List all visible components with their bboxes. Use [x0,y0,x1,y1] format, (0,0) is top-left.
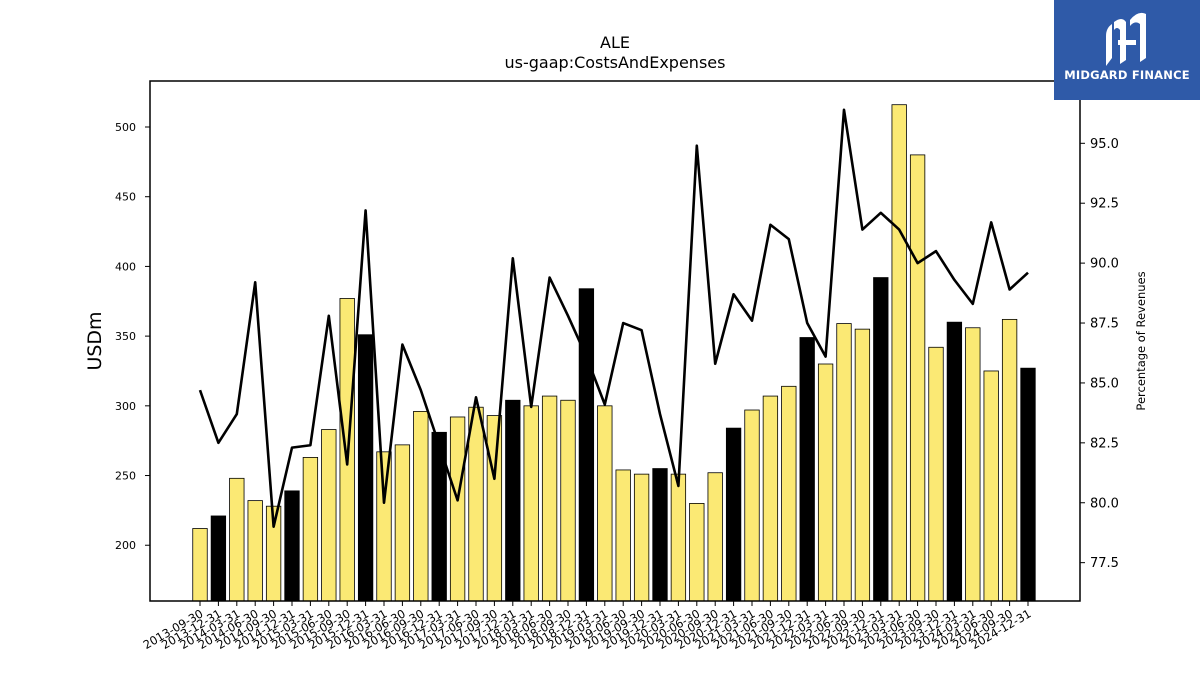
bar-2019-06-30 [615,469,631,602]
logo-text: MIDGARD FINANCE [1064,68,1190,82]
bar-2018-03-31 [523,405,539,602]
bar-2017-03-31 [449,416,466,602]
bar-2019-09-30 [633,473,650,602]
y-tick-label: 450 [115,191,136,204]
bar-2014-12-31 [284,490,300,602]
bar-2015-03-31 [302,457,319,602]
y2-axis-label: Percentage of Revenues [1134,271,1148,410]
bar-2022-03-31 [817,363,834,602]
y-tick-label: 250 [115,470,136,483]
y-axis-secondary: 77.5 80.0 82.5 85.0 87.5 90.0 92.5 95.0 [1080,137,1119,571]
bar-series [192,104,1036,602]
bar-2020-12-31 [725,427,742,602]
bar-2015-12-31 [357,334,374,602]
bar-2022-09-30 [854,328,871,602]
bar-2013-09-30 [192,528,208,602]
bar-2017-12-31 [505,399,521,602]
bar-2022-06-30 [836,323,852,602]
y-axis-label: USDm [84,311,106,370]
y-axis-primary: 200 250 300 350 400 450 500 [115,121,150,552]
percentage-line [198,108,1029,529]
y-tick-label: 350 [115,330,136,343]
percentage-line-series [198,108,1029,529]
bar-2023-09-30 [928,346,944,602]
chart-title: ALE [600,33,630,52]
bar-2016-03-31 [376,451,392,602]
y2-tick-label: 90.0 [1090,257,1119,272]
y2-tick-label: 85.0 [1090,376,1119,391]
bar-2020-03-31 [670,473,687,602]
midgard-logo-icon [1106,12,1146,66]
y2-tick-label: 92.5 [1090,197,1119,212]
bar-2023-03-31 [891,104,907,602]
y-tick-label: 400 [115,260,136,273]
y2-tick-label: 80.0 [1090,496,1119,511]
bar-2023-12-31 [946,321,963,602]
bar-2021-06-30 [762,395,779,602]
midgard-finance-logo: MIDGARD FINANCE [1054,0,1200,100]
bar-2022-12-31 [873,277,889,602]
bar-2021-09-30 [781,385,797,602]
y2-tick-label: 82.5 [1090,436,1119,451]
bar-2017-06-30 [468,406,484,602]
y2-tick-label: 77.5 [1090,556,1119,571]
bar-2020-06-30 [689,503,705,602]
bar-2018-09-30 [560,399,576,602]
bar-2013-12-31 [210,515,227,602]
bar-2017-09-30 [486,415,503,602]
y-tick-label: 300 [115,400,136,413]
bar-2019-12-31 [652,468,668,602]
chart-subtitle: us-gaap:CostsAndExpenses [505,53,726,72]
bar-2020-09-30 [707,472,723,602]
bar-2019-03-31 [597,405,613,602]
bar-2016-09-30 [413,410,429,602]
bar-2016-06-30 [394,444,411,602]
bar-2024-09-30 [1001,318,1018,602]
bar-2024-03-31 [965,327,981,602]
plot-frame [149,80,1081,602]
y-tick-label: 500 [115,121,136,134]
x-axis: 2013-09-302013-12-312014-03-312014-06-30… [141,601,1034,652]
y2-tick-label: 87.5 [1090,317,1119,332]
y2-tick-label: 95.0 [1090,137,1119,152]
bar-2018-06-30 [541,395,558,602]
bar-2018-12-31 [578,288,595,602]
bar-2014-06-30 [247,500,263,602]
bar-2024-12-31 [1020,367,1036,602]
y-tick-label: 200 [115,539,136,552]
bar-2014-03-31 [229,477,245,602]
bar-2015-06-30 [321,429,337,602]
bar-2021-03-31 [744,409,760,602]
bar-2023-06-30 [909,154,926,602]
bar-2024-06-30 [983,370,999,602]
bar-2021-12-31 [799,337,815,602]
